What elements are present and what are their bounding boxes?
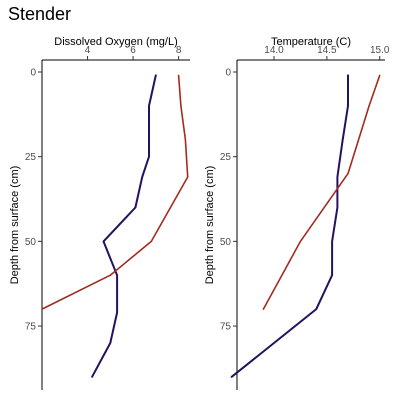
y-tick-label: 25 <box>220 152 232 163</box>
chart-panel-2: 14.0 14.5 15.0 0 25 50 75 Temperature (C) Depth … <box>204 36 390 390</box>
y-tick-label: 75 <box>25 322 37 333</box>
x-tick-label: 4 <box>85 45 91 56</box>
y-tick-label: 50 <box>220 237 232 248</box>
x-tick-label: 14.5 <box>317 45 337 56</box>
chart-panel-1: 4 6 8 0 25 50 75 Dissolved Oxygen (mg/L) Depth f… <box>9 36 190 390</box>
series-line-2 <box>41 74 189 310</box>
y-tick-label: 0 <box>30 68 36 79</box>
x-tick-label: 8 <box>176 45 182 56</box>
y-tick-label: 75 <box>220 322 232 333</box>
page-title: Stender <box>8 4 72 24</box>
x-tick-label: 15.0 <box>370 45 390 56</box>
y-tick-label: 0 <box>225 68 231 79</box>
x-tick-label: 14.0 <box>264 45 284 56</box>
x-axis-title: Temperature (C) <box>271 36 351 48</box>
y-axis-title: Depth from surface (cm) <box>9 166 21 285</box>
y-tick-label: 50 <box>25 237 37 248</box>
series-line-1 <box>230 74 349 378</box>
series-line-2 <box>262 74 381 310</box>
series-line-1 <box>91 74 157 378</box>
y-tick-label: 25 <box>25 152 37 163</box>
x-axis-title: Dissolved Oxygen (mg/L) <box>54 36 178 48</box>
y-axis-title: Depth from surface (cm) <box>204 166 216 285</box>
x-tick-label: 6 <box>130 45 136 56</box>
